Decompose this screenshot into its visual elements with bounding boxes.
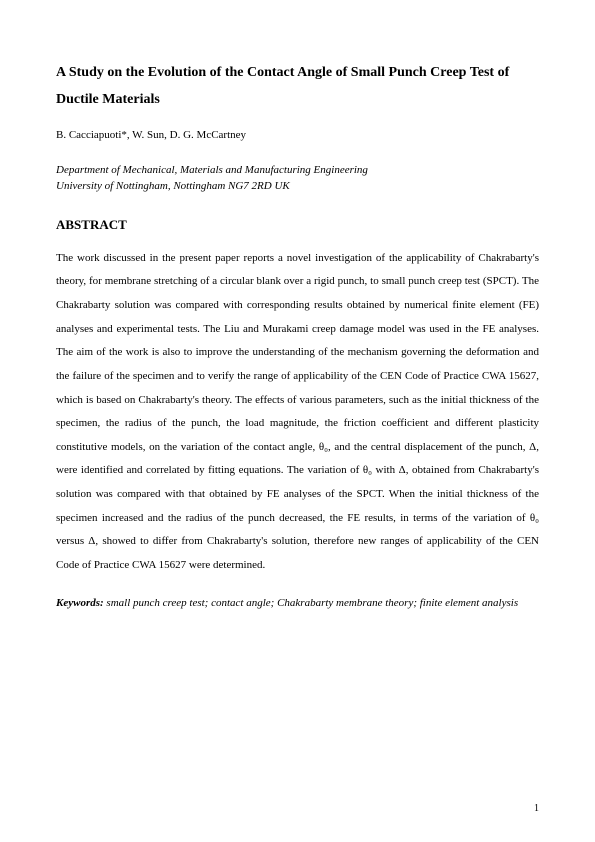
paper-title: A Study on the Evolution of the Contact … <box>56 60 539 113</box>
abstract-body: The work discussed in the present paper … <box>56 247 539 578</box>
affiliation-line-1: Department of Mechanical, Materials and … <box>56 164 368 176</box>
keywords-label: Keywords: <box>56 597 104 609</box>
abstract-heading: ABSTRACT <box>56 217 539 233</box>
page-number: 1 <box>534 803 539 814</box>
keywords-text: small punch creep test; contact angle; C… <box>104 597 518 609</box>
affiliation-line-2: University of Nottingham, Nottingham NG7… <box>56 180 290 192</box>
authors-line: B. Cacciapuoti*, W. Sun, D. G. McCartney <box>56 127 539 144</box>
affiliation: Department of Mechanical, Materials and … <box>56 162 539 195</box>
keywords-line: Keywords: small punch creep test; contac… <box>56 592 539 614</box>
